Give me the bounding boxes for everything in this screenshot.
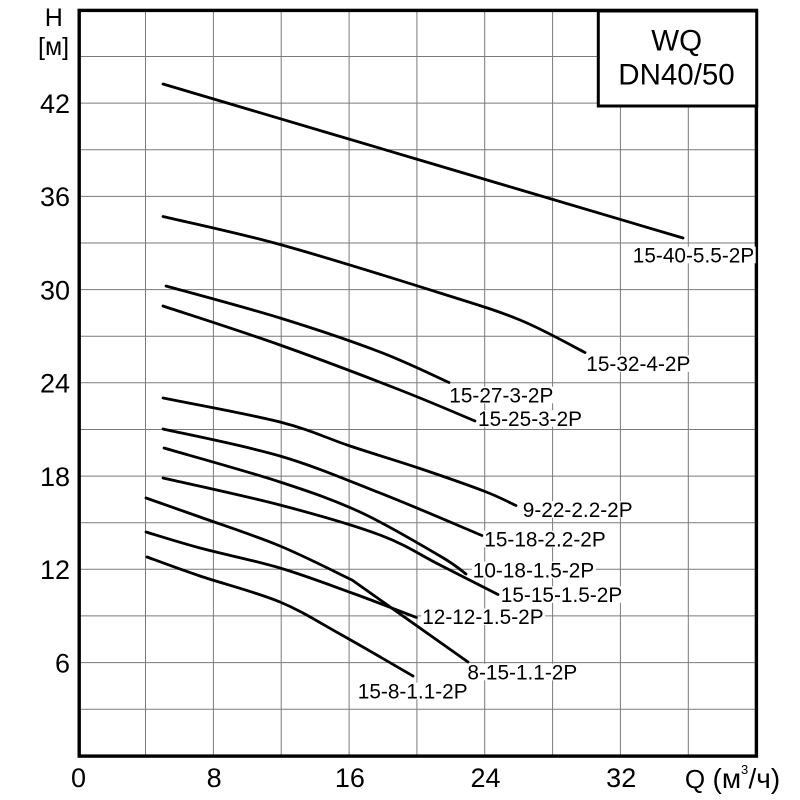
svg-text:0: 0: [71, 763, 86, 793]
svg-text:16: 16: [335, 763, 365, 793]
svg-text:15-8-1.1-2P: 15-8-1.1-2P: [358, 680, 468, 703]
svg-text:8: 8: [207, 763, 222, 793]
svg-text:15-25-3-2P: 15-25-3-2P: [478, 408, 582, 431]
svg-text:9-22-2.2-2P: 9-22-2.2-2P: [523, 499, 633, 522]
svg-text:[м]: [м]: [38, 33, 69, 61]
svg-text:15-32-4-2P: 15-32-4-2P: [586, 353, 690, 376]
svg-text:WQ: WQ: [651, 24, 702, 57]
svg-text:24: 24: [40, 369, 70, 399]
svg-text:H: H: [45, 4, 63, 32]
svg-text:8-15-1.1-2P: 8-15-1.1-2P: [467, 661, 577, 684]
svg-text:15-15-1.5-2P: 15-15-1.5-2P: [501, 584, 622, 607]
svg-text:(м: (м: [713, 763, 742, 794]
svg-text:10-18-1.5-2P: 10-18-1.5-2P: [473, 559, 594, 582]
svg-text:Q: Q: [685, 764, 705, 794]
svg-text:/ч): /ч): [749, 763, 781, 794]
svg-text:30: 30: [40, 275, 70, 305]
svg-text:42: 42: [40, 89, 70, 119]
svg-text:15-18-2.2-2P: 15-18-2.2-2P: [484, 528, 605, 551]
svg-text:6: 6: [55, 648, 70, 678]
svg-text:3: 3: [741, 762, 748, 777]
svg-text:DN40/50: DN40/50: [618, 58, 734, 91]
svg-text:32: 32: [606, 763, 636, 793]
svg-text:12: 12: [40, 555, 70, 585]
svg-text:15-27-3-2P: 15-27-3-2P: [449, 384, 553, 407]
svg-text:15-40-5.5-2P: 15-40-5.5-2P: [633, 244, 754, 267]
svg-text:18: 18: [40, 462, 70, 492]
svg-text:24: 24: [470, 763, 500, 793]
svg-text:36: 36: [40, 182, 70, 212]
svg-text:12-12-1.5-2P: 12-12-1.5-2P: [422, 606, 543, 629]
